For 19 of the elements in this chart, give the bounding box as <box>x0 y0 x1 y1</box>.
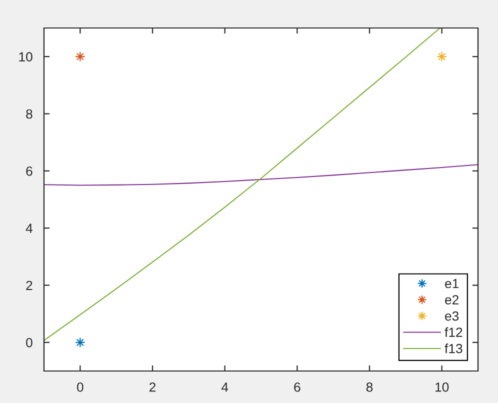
y-tick-label: 10 <box>19 52 32 62</box>
y-tick-label: 2 <box>26 280 32 290</box>
line-series <box>44 164 478 186</box>
x-tick-label: 10 <box>436 382 449 392</box>
legend-label: e1 <box>445 278 459 288</box>
y-tick-label: 0 <box>26 338 32 348</box>
y-tick-label: 4 <box>26 224 33 233</box>
legend-label: f13 <box>444 344 462 354</box>
legend-label: e2 <box>445 295 458 304</box>
line-series <box>44 28 441 341</box>
y-tick-label: 6 <box>26 166 32 176</box>
x-tick-label: 4 <box>221 382 228 392</box>
x-tick-label: 8 <box>366 382 373 392</box>
legend-label: e3 <box>445 311 459 321</box>
y-tick-label: 8 <box>26 109 32 119</box>
x-tick-label: 0 <box>77 382 84 392</box>
x-tick-label: 2 <box>149 382 156 392</box>
x-tick-label: 6 <box>294 382 300 392</box>
legend-label: f12 <box>444 327 462 337</box>
